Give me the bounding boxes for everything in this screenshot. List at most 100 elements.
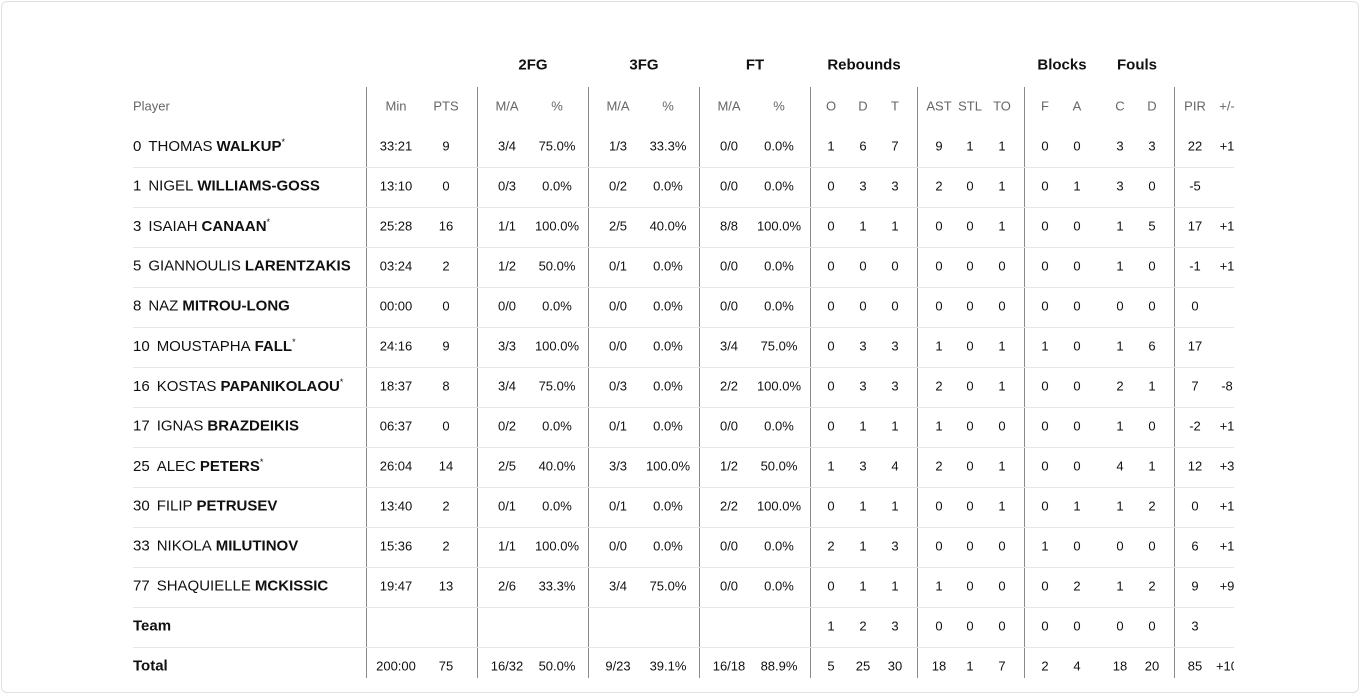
stat-cell: 7	[891, 138, 899, 154]
stat-cell: 1	[1116, 218, 1124, 234]
stat-cell: +1	[1219, 138, 1234, 154]
stat-cell: 24:16	[379, 338, 413, 354]
stat-cell: 6	[859, 138, 867, 154]
stat-cell: 1	[1073, 498, 1081, 514]
stat-cell: 4	[891, 458, 899, 474]
stat-cell: 03:24	[379, 258, 413, 274]
stat-cell: 0	[935, 618, 943, 634]
stat-cell: 0.0%	[653, 378, 683, 394]
stat-cell: +1	[1219, 498, 1234, 514]
stat-cell: 0	[827, 498, 835, 514]
player-last-name: CANAAN	[201, 218, 267, 235]
stat-cell: 0	[827, 578, 835, 594]
stat-cell: 0.0%	[764, 138, 794, 154]
stat-cell: 16/32	[490, 658, 524, 674]
stat-cell: 0	[1116, 538, 1124, 554]
player-number: 30	[133, 497, 150, 515]
stat-cell: 100.0%	[534, 338, 580, 354]
stat-cell: 0	[1073, 458, 1081, 474]
stat-cell: 1	[859, 498, 867, 514]
stat-cell: 100.0%	[645, 458, 691, 474]
stat-cell: 1	[1116, 338, 1124, 354]
stat-cell: 0	[1041, 458, 1049, 474]
column-header: D	[1147, 98, 1157, 114]
stat-cell: 0	[1148, 538, 1156, 554]
stat-cell: 13:10	[379, 178, 413, 194]
player-name: 16 KOSTAS PAPANIKOLAOU*	[133, 377, 343, 395]
column-header: A	[1072, 98, 1082, 114]
stat-cell: 0	[1148, 258, 1156, 274]
stat-cell: 1	[827, 618, 835, 634]
stat-cell: 0.0%	[764, 578, 794, 594]
stat-cell: 0	[859, 298, 867, 314]
column-header: %	[551, 98, 563, 114]
row-divider	[133, 607, 1234, 608]
stat-cell: 0.0%	[653, 338, 683, 354]
stat-cell: 0	[998, 298, 1006, 314]
column-header: STL	[958, 98, 982, 114]
stat-cell: 0	[998, 578, 1006, 594]
stat-cell: 200:00	[376, 658, 416, 674]
stat-cell: 0.0%	[653, 258, 683, 274]
player-name: 30 FILIP PETRUSEV	[133, 498, 277, 515]
stat-cell: 0	[1073, 418, 1081, 434]
column-header: PTS	[433, 98, 459, 114]
stat-cell: 1	[1041, 538, 1049, 554]
stat-cell: 0	[827, 258, 835, 274]
column-header: F	[1041, 98, 1049, 114]
stat-cell: 9	[442, 338, 450, 354]
stat-cell: 0.0%	[653, 418, 683, 434]
column-header: %	[662, 98, 674, 114]
column-separator	[1174, 87, 1175, 678]
stat-cell: 1	[891, 418, 899, 434]
stat-cell: 2	[935, 178, 943, 194]
stat-cell: 2	[1116, 378, 1124, 394]
column-header: TO	[993, 98, 1011, 114]
stat-cell: 75.0%	[649, 578, 687, 594]
stat-cell: 1	[859, 578, 867, 594]
stat-cell: 33.3%	[538, 578, 576, 594]
stat-cell: 1/1	[497, 538, 517, 554]
column-separator	[1024, 87, 1025, 678]
group-header: 3FG	[629, 56, 659, 74]
stat-cell: 1	[998, 378, 1006, 394]
player-first-name: IGNAS	[156, 417, 204, 435]
stat-cell: 1	[966, 658, 974, 674]
player-number: 5	[133, 257, 142, 275]
stat-cell: 18:37	[379, 378, 413, 394]
stat-cell: 0	[1041, 618, 1049, 634]
stat-cell: 100.0%	[534, 538, 580, 554]
stat-cell: 3/3	[608, 458, 628, 474]
stat-cell: 4	[1116, 458, 1124, 474]
stat-cell: 18	[1112, 658, 1128, 674]
stat-cell: 0	[935, 298, 943, 314]
stat-cell: 2	[1148, 578, 1156, 594]
column-separator	[477, 87, 478, 678]
stat-cell: 0	[1041, 298, 1049, 314]
stat-cell: 0/1	[497, 498, 517, 514]
player-number: 0	[133, 138, 142, 155]
stat-cell: 1	[1116, 498, 1124, 514]
stat-cell: 0	[1073, 218, 1081, 234]
stat-cell: 1/1	[497, 218, 517, 234]
stat-cell: 0	[1191, 498, 1199, 514]
stat-cell: -1	[1189, 258, 1201, 274]
stat-cell: 0/3	[608, 378, 628, 394]
stat-cell: 3	[859, 458, 867, 474]
stat-cell: -2	[1189, 418, 1201, 434]
stat-cell: 0/1	[608, 498, 628, 514]
stat-cell: 9/23	[605, 658, 631, 674]
stat-cell: 25	[855, 658, 871, 674]
row-divider	[133, 367, 1234, 368]
player-first-name: ALEC	[156, 458, 196, 475]
player-name: 10 MOUSTAPHA FALL*	[133, 337, 296, 355]
stat-cell: 20	[1144, 658, 1160, 674]
stat-cell: 2	[442, 258, 450, 274]
stat-cell: 0/0	[719, 138, 739, 154]
stat-cell: 14	[438, 458, 454, 474]
stat-cell: 1	[1041, 338, 1049, 354]
stat-cell: 100.0%	[756, 498, 802, 514]
stat-cell: 0	[998, 258, 1006, 274]
stat-cell: 1	[935, 338, 943, 354]
stat-cell: 2	[442, 498, 450, 514]
